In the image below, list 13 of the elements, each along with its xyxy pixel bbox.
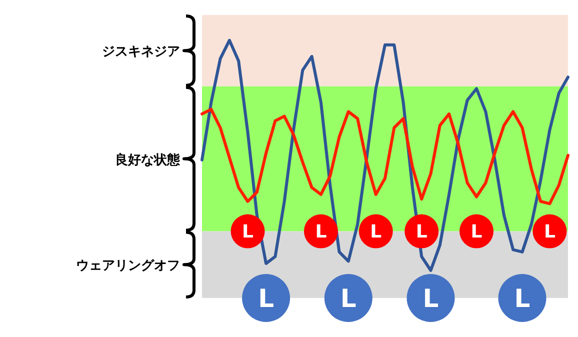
band-label: 良好な状態 — [115, 152, 181, 168]
text: L — [258, 284, 274, 314]
text: L — [422, 284, 439, 314]
annotation: L — [470, 222, 482, 243]
text: L — [514, 284, 530, 314]
annotation: L — [315, 222, 327, 243]
annotation: L — [370, 222, 382, 243]
text: L — [340, 284, 356, 314]
annotation: L — [544, 222, 556, 243]
annotation: L — [242, 222, 254, 243]
annotation: L — [416, 222, 428, 243]
band-label: ウェアリングオフ — [76, 258, 180, 274]
band-label: ジスキネジア — [102, 44, 180, 60]
